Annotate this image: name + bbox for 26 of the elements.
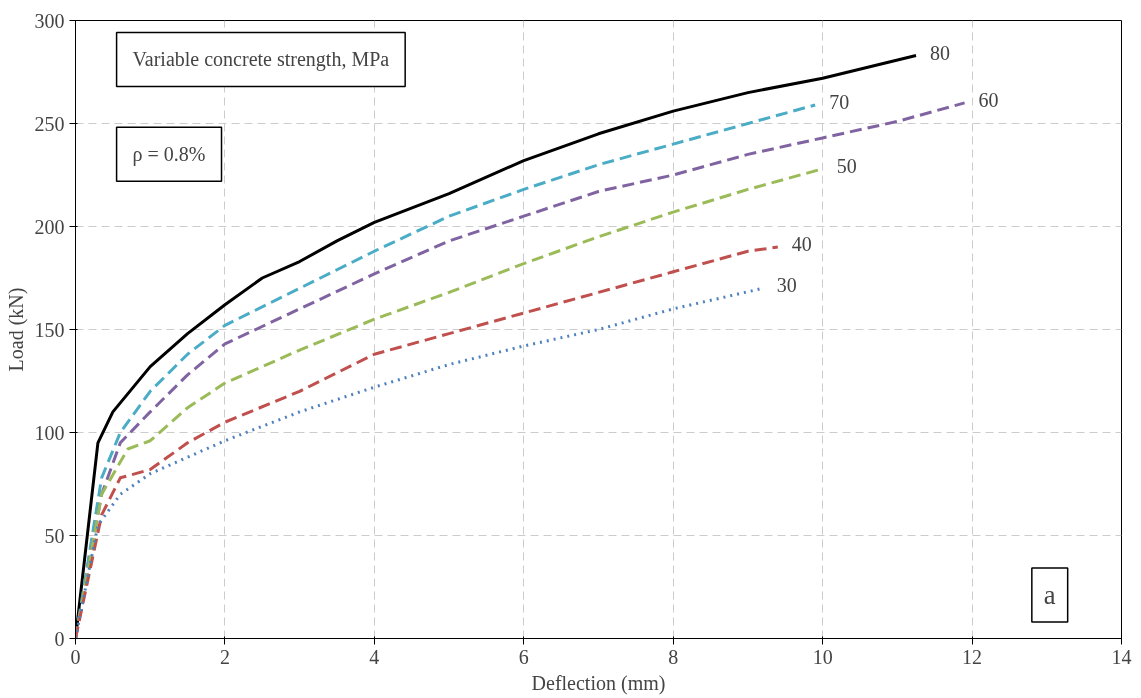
y-tick-label: 50	[44, 524, 65, 547]
y-tick-label: 200	[34, 215, 65, 238]
annotation: a	[1043, 580, 1056, 611]
series-label: 40	[791, 233, 812, 256]
x-tick-label: 0	[70, 645, 81, 668]
annotation: ρ = 0.8%	[132, 143, 206, 167]
series-label: 60	[978, 88, 999, 111]
y-axis-title: Load (kN)	[4, 287, 28, 372]
x-tick-label: 14	[1111, 645, 1132, 668]
x-tick-label: 10	[812, 645, 833, 668]
x-tick-label: 4	[369, 645, 380, 668]
annotation: Variable concrete strength, MPa	[132, 48, 390, 72]
y-tick-label: 250	[34, 112, 65, 135]
x-tick-label: 6	[518, 645, 529, 668]
y-tick-label: 150	[34, 318, 65, 341]
y-tick-label: 100	[34, 421, 65, 444]
x-tick-label: 2	[219, 645, 230, 668]
series-label: 50	[836, 154, 857, 177]
y-tick-label: 0	[54, 627, 65, 650]
y-tick-label: 300	[34, 9, 65, 32]
series-label: 80	[930, 41, 951, 64]
series-label: 30	[776, 274, 797, 297]
x-tick-label: 12	[962, 645, 983, 668]
x-tick-label: 8	[668, 645, 679, 668]
x-axis-title: Deflection (mm)	[531, 671, 666, 695]
series-label: 70	[829, 90, 850, 113]
